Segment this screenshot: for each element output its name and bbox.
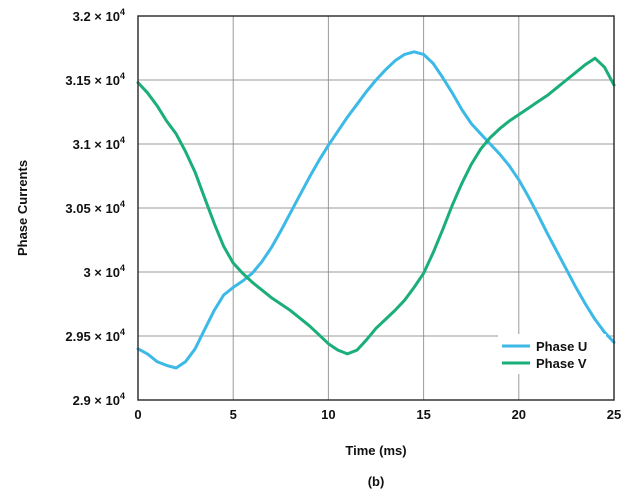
plot-frame	[137, 15, 615, 401]
legend-label: Phase V	[536, 356, 587, 371]
x-tick-label: 0	[134, 407, 141, 422]
tick-layer: 0 5 10 15 20 25 2.9 × 104 2.95 × 104 3 × 104 3.05…	[65, 7, 621, 422]
x-tick-label: 5	[230, 407, 237, 422]
y-axis-title: Phase Currents	[15, 160, 30, 256]
series-layer	[136, 50, 616, 370]
y-tick-label: 3.05 × 104	[65, 199, 125, 216]
x-tick-label: 15	[416, 407, 430, 422]
series-line-phase-v	[136, 56, 616, 356]
x-axis-title: Time (ms)	[345, 443, 406, 458]
x-tick-label: 20	[512, 407, 526, 422]
legend-background	[498, 334, 606, 374]
y-tick-label: 2.9 × 104	[73, 391, 125, 408]
x-tick-label: 10	[321, 407, 335, 422]
y-tick-label: 2.95 × 104	[65, 327, 125, 344]
y-tick-label: 3.15 × 104	[65, 71, 125, 88]
y-tick-label: 3.2 × 104	[73, 7, 125, 24]
legend: Phase U Phase V	[498, 334, 606, 374]
figure-caption: (b)	[368, 474, 385, 489]
legend-label: Phase U	[536, 339, 587, 354]
y-tick-label: 3 × 104	[83, 263, 125, 280]
x-tick-label: 25	[607, 407, 621, 422]
series-line-phase-u	[136, 50, 616, 370]
y-tick-label: 3.1 × 104	[73, 135, 125, 152]
